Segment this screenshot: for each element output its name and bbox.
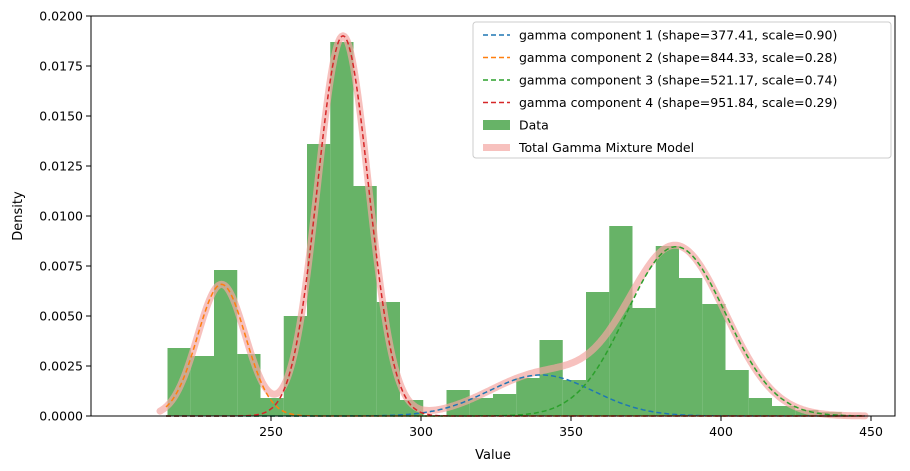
histogram-bar — [772, 406, 796, 416]
legend-label: Data — [519, 118, 549, 133]
histogram-bar — [702, 304, 726, 416]
y-tick-label: 0.0100 — [39, 209, 83, 224]
histogram-bar — [469, 398, 493, 416]
histogram-bar — [376, 302, 400, 416]
y-tick-label: 0.0150 — [39, 109, 83, 124]
histogram-bar — [353, 186, 377, 416]
y-tick-label: 0.0125 — [39, 159, 83, 174]
histogram-bar — [679, 278, 703, 416]
y-tick-label: 0.0050 — [39, 309, 83, 324]
histogram-bar — [609, 226, 633, 416]
x-tick-label: 350 — [559, 424, 583, 439]
histogram-bar — [190, 356, 214, 416]
y-tick-label: 0.0025 — [39, 359, 83, 374]
legend-label: Total Gamma Mixture Model — [518, 140, 694, 155]
legend-label: gamma component 2 (shape=844.33, scale=0… — [519, 50, 837, 65]
histogram-bar — [562, 380, 586, 416]
histogram-bar — [493, 394, 517, 416]
legend-label: gamma component 3 (shape=521.17, scale=0… — [519, 73, 837, 88]
y-axis-label: Density — [11, 191, 26, 241]
y-tick-label: 0.0000 — [39, 409, 83, 424]
histogram-bar — [539, 340, 563, 416]
legend-box — [472, 21, 892, 159]
x-tick-label: 250 — [259, 424, 283, 439]
y-tick-label: 0.0175 — [39, 59, 83, 74]
histogram-bar — [586, 292, 610, 416]
x-tick-label: 450 — [859, 424, 883, 439]
y-axis-ticks: 0.0000 0.0025 0.0050 0.0075 0.0100 0.0125 0.01… — [39, 9, 91, 424]
histogram-bar — [516, 378, 540, 416]
legend-label: gamma component 1 (shape=377.41, scale=0… — [519, 28, 837, 43]
legend-swatch — [483, 120, 510, 130]
histogram-bars — [167, 42, 842, 416]
histogram-bar — [214, 270, 238, 416]
x-tick-label: 400 — [709, 424, 733, 439]
y-tick-label: 0.0200 — [39, 9, 83, 24]
histogram-bar — [748, 398, 772, 416]
x-tick-label: 300 — [409, 424, 433, 439]
legend-label: gamma component 4 (shape=951.84, scale=0… — [519, 95, 837, 110]
histogram-bar — [725, 370, 749, 416]
histogram-bar — [632, 308, 656, 416]
histogram-bar — [283, 316, 307, 416]
y-tick-label: 0.0075 — [39, 259, 83, 274]
x-axis-label: Value — [475, 448, 511, 463]
histogram-bar — [330, 42, 354, 416]
x-axis-ticks: 250 300 350 400 450 — [259, 416, 883, 439]
histogram-bar — [655, 246, 679, 416]
legend: gamma component 1 (shape=377.41, scale=0… — [472, 21, 892, 159]
